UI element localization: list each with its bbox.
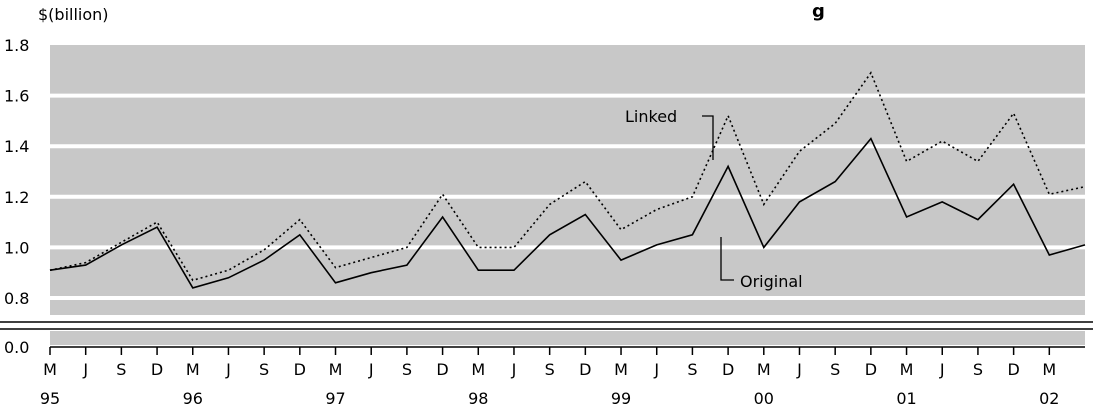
x-year-label: 98	[468, 389, 488, 408]
annotation-linked-leader	[702, 115, 714, 160]
x-year-label: 97	[325, 389, 345, 408]
annotations: Linked Original	[625, 107, 803, 291]
plot-background	[50, 45, 1085, 345]
y-axis-unit-label: $(billion)	[38, 5, 109, 24]
x-tick-label: M	[1042, 360, 1056, 379]
x-tick-label: D	[865, 360, 877, 379]
x-tick-label: M	[614, 360, 628, 379]
x-tick-label: S	[402, 360, 412, 379]
x-year-label: 02	[1039, 389, 1059, 408]
y-tick-label: 1.0	[4, 238, 29, 257]
x-tick-label: J	[653, 360, 659, 379]
x-year-label: 96	[183, 389, 203, 408]
x-tick-label: S	[687, 360, 697, 379]
series-layer	[49, 71, 1086, 289]
x-tick-label: M	[186, 360, 200, 379]
x-tick-label: M	[900, 360, 914, 379]
gridlines	[50, 93, 1085, 300]
x-tick-label: D	[151, 360, 163, 379]
x-tick-label: D	[1007, 360, 1019, 379]
x-tick-label: D	[294, 360, 306, 379]
x-tick-label: S	[830, 360, 840, 379]
y-tick-label: 0.0	[4, 338, 29, 357]
y-tick-label: 1.6	[4, 87, 29, 106]
x-tick-label: J	[796, 360, 802, 379]
x-tick-label: D	[436, 360, 448, 379]
x-year-label: 01	[896, 389, 916, 408]
x-year-label: 95	[40, 389, 60, 408]
annotation-original-label: Original	[740, 272, 803, 291]
annotation-original-leader	[720, 237, 734, 281]
x-tick-label: S	[116, 360, 126, 379]
x-tick-label: M	[329, 360, 343, 379]
x-tick-label: S	[973, 360, 983, 379]
x-tick-label: J	[511, 360, 517, 379]
x-tick-label: M	[471, 360, 485, 379]
x-tick-label: D	[722, 360, 734, 379]
x-tick-label: J	[225, 360, 231, 379]
x-year-label: 99	[611, 389, 631, 408]
axis-break	[0, 321, 1093, 330]
series-line-original	[49, 137, 1086, 289]
x-tick-label: J	[82, 360, 88, 379]
y-tick-label: 1.2	[4, 188, 29, 207]
x-tick-label: S	[545, 360, 555, 379]
chart-title: g	[812, 1, 825, 22]
x-tick-label: D	[579, 360, 591, 379]
x-tick-label: J	[368, 360, 374, 379]
y-tick-label: 0.8	[4, 289, 29, 308]
plot-area-upper	[50, 45, 1085, 315]
x-tick-label: M	[43, 360, 57, 379]
series-line-linked	[49, 71, 1086, 282]
axis-break-gap	[0, 323, 1093, 328]
x-year-label: 00	[754, 389, 774, 408]
x-tick-label: J	[939, 360, 945, 379]
x-tick-label: S	[259, 360, 269, 379]
y-tick-label: 1.4	[4, 137, 29, 156]
axes: 0.0 0.8 1.0 1.2 1.4 1.6 1.8 M J S D M J S D M J S D M J S D M J S…	[4, 36, 1085, 408]
y-tick-label: 1.8	[4, 36, 29, 55]
x-tick-label: M	[757, 360, 771, 379]
plot-area-lower	[50, 331, 1085, 345]
annotation-linked-label: Linked	[625, 107, 677, 126]
